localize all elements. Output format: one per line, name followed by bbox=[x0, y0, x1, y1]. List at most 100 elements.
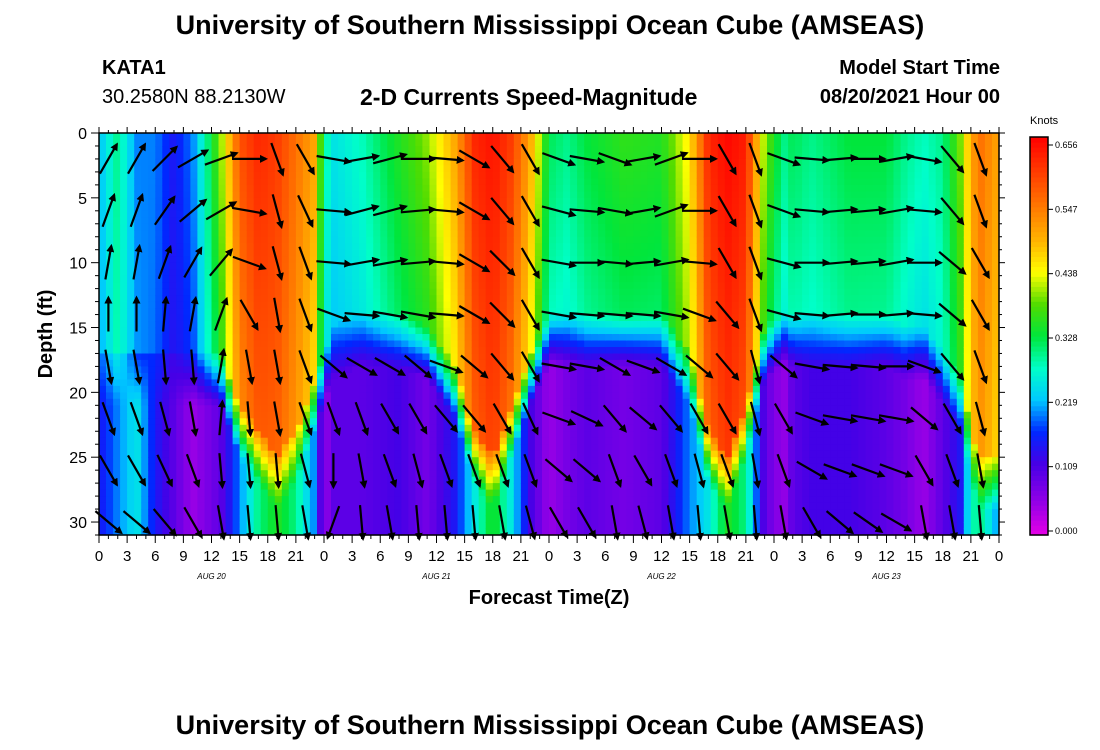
heatmap-cell bbox=[394, 165, 402, 173]
heatmap-cell bbox=[492, 152, 501, 160]
heatmap-cell bbox=[338, 334, 346, 342]
heatmap-cell bbox=[471, 489, 480, 497]
heatmap-cell bbox=[464, 431, 473, 439]
heatmap-cell bbox=[127, 262, 135, 270]
heatmap-cell bbox=[183, 152, 191, 160]
heatmap-cell bbox=[598, 522, 606, 530]
heatmap-cell bbox=[443, 288, 452, 296]
heatmap-cell bbox=[591, 295, 599, 303]
heatmap-cell bbox=[513, 502, 522, 510]
heatmap-cell bbox=[338, 321, 346, 329]
heatmap-cell bbox=[176, 282, 184, 290]
heatmap-cell bbox=[169, 275, 177, 283]
heatmap-cell bbox=[204, 223, 213, 231]
heatmap-cell bbox=[324, 158, 332, 166]
heatmap-cell bbox=[633, 502, 641, 510]
heatmap-cell bbox=[218, 366, 227, 374]
heatmap-cell bbox=[239, 191, 248, 199]
heatmap-cell bbox=[542, 483, 550, 491]
heatmap-cell bbox=[302, 204, 311, 212]
heatmap-cell bbox=[387, 178, 395, 186]
heatmap-cell bbox=[598, 282, 606, 290]
heatmap-cell bbox=[288, 372, 297, 380]
heatmap-cell bbox=[633, 372, 641, 380]
heatmap-cell bbox=[563, 321, 571, 329]
heatmap-cell bbox=[324, 269, 332, 277]
heatmap-cell bbox=[317, 210, 325, 218]
heatmap-cell bbox=[499, 431, 508, 439]
heatmap-cell bbox=[661, 217, 670, 225]
heatmap-cell bbox=[380, 146, 388, 154]
heatmap-cell bbox=[633, 470, 641, 478]
heatmap-cell bbox=[260, 450, 269, 458]
heatmap-cell bbox=[260, 256, 269, 264]
heatmap-cell bbox=[197, 509, 205, 517]
heatmap-cell bbox=[584, 411, 592, 419]
heatmap-cell bbox=[176, 295, 184, 303]
heatmap-cell bbox=[443, 405, 452, 413]
heatmap-cell bbox=[619, 347, 627, 355]
heatmap-cell bbox=[549, 223, 557, 231]
heatmap-cell bbox=[556, 398, 564, 406]
heatmap-cell bbox=[260, 171, 269, 179]
heatmap-cell bbox=[218, 275, 227, 283]
heatmap-cell bbox=[225, 457, 234, 465]
heatmap-cell bbox=[225, 522, 234, 530]
heatmap-cell bbox=[366, 184, 374, 192]
heatmap-cell bbox=[288, 379, 297, 387]
heatmap-cell bbox=[647, 223, 655, 231]
heatmap-cell bbox=[113, 191, 121, 199]
heatmap-cell bbox=[267, 398, 276, 406]
model-start-label: Model Start Time bbox=[839, 57, 1000, 79]
heatmap-cell bbox=[338, 178, 346, 186]
heatmap-cell bbox=[218, 230, 227, 238]
heatmap-cell bbox=[359, 210, 367, 218]
heatmap-cell bbox=[260, 139, 269, 147]
heatmap-cell bbox=[450, 243, 459, 251]
heatmap-cell bbox=[380, 165, 388, 173]
heatmap-cell bbox=[288, 158, 297, 166]
heatmap-cell bbox=[591, 489, 599, 497]
heatmap-cell bbox=[246, 184, 255, 192]
heatmap-cell bbox=[415, 133, 423, 141]
heatmap-cell bbox=[260, 353, 269, 361]
heatmap-cell bbox=[359, 405, 367, 413]
heatmap-cell bbox=[113, 197, 121, 205]
heatmap-cell bbox=[366, 327, 374, 335]
heatmap-cell bbox=[295, 152, 304, 160]
heatmap-cell bbox=[197, 502, 205, 510]
heatmap-cell bbox=[281, 405, 290, 413]
heatmap-cell bbox=[274, 470, 283, 478]
heatmap-cell bbox=[513, 158, 522, 166]
heatmap-cell bbox=[260, 217, 269, 225]
heatmap-cell bbox=[260, 418, 269, 426]
heatmap-cell bbox=[352, 457, 360, 465]
heatmap-cell bbox=[380, 139, 388, 147]
heatmap-cell bbox=[513, 269, 522, 277]
heatmap-cell bbox=[309, 359, 318, 367]
heatmap-cell bbox=[148, 437, 156, 445]
heatmap-cell bbox=[577, 405, 585, 413]
heatmap-cell bbox=[338, 340, 346, 348]
heatmap-cell bbox=[542, 424, 550, 432]
heatmap-cell bbox=[549, 502, 557, 510]
heatmap-cell bbox=[127, 476, 135, 484]
heatmap-cell bbox=[211, 366, 220, 374]
heatmap-cell bbox=[331, 171, 339, 179]
heatmap-cell bbox=[598, 379, 606, 387]
heatmap-cell bbox=[563, 230, 571, 238]
heatmap-cell bbox=[162, 165, 170, 173]
heatmap-cell bbox=[359, 411, 367, 419]
heatmap-cell bbox=[429, 334, 438, 342]
heatmap-cell bbox=[232, 450, 241, 458]
heatmap-cell bbox=[331, 502, 339, 510]
heatmap-cell bbox=[162, 171, 170, 179]
heatmap-cell bbox=[373, 418, 381, 426]
heatmap-cell bbox=[169, 463, 177, 471]
heatmap-cell bbox=[654, 178, 663, 186]
heatmap-cell bbox=[373, 230, 381, 238]
heatmap-cell bbox=[633, 171, 641, 179]
heatmap-cell bbox=[506, 431, 515, 439]
heatmap-cell bbox=[302, 301, 311, 309]
heatmap-cell bbox=[661, 262, 670, 270]
